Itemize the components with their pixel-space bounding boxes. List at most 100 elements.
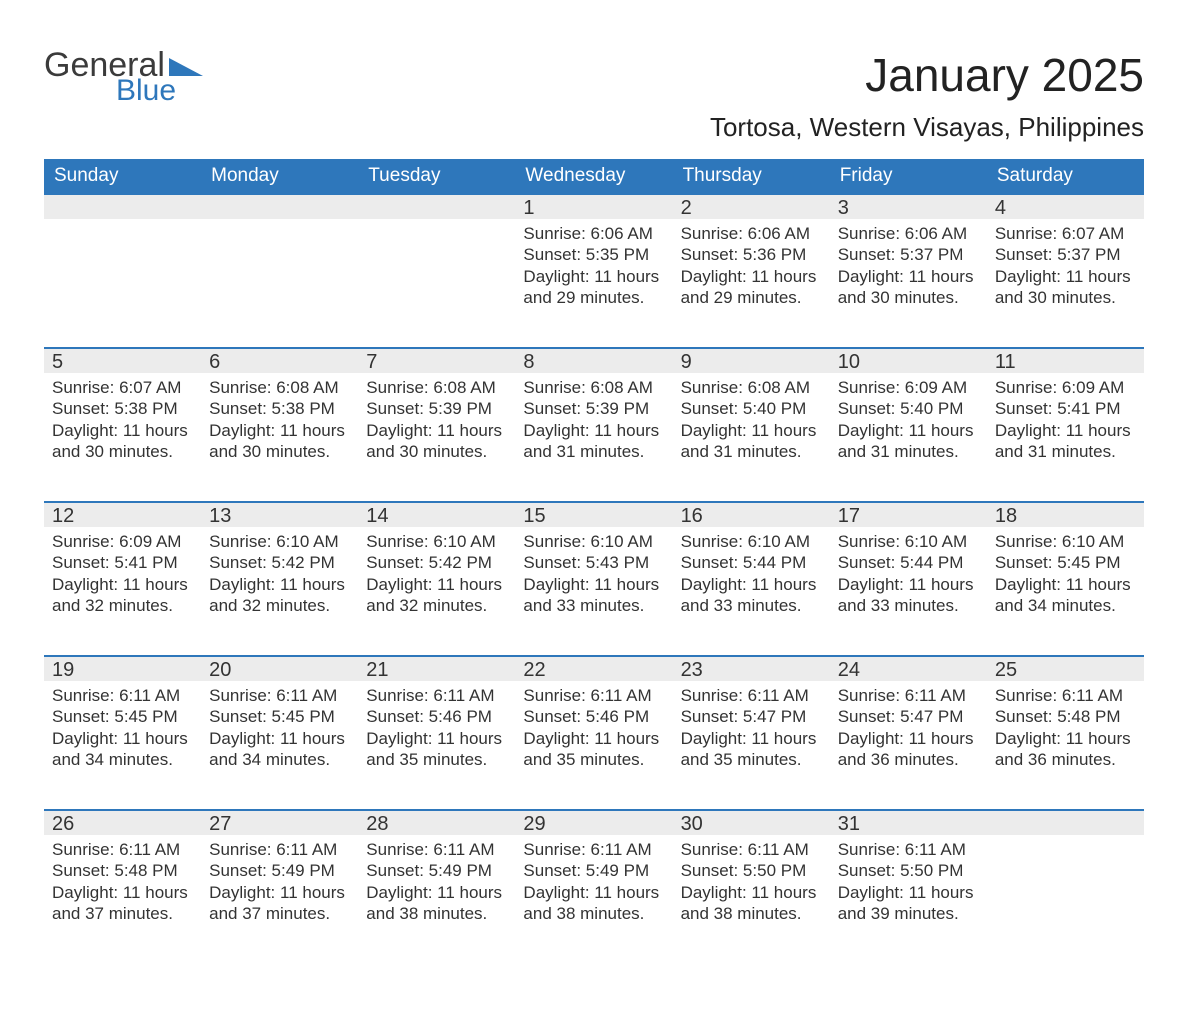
sunset-line: Sunset: 5:36 PM (681, 244, 822, 265)
calendar-body: 1234Sunrise: 6:06 AMSunset: 5:35 PMDayli… (44, 193, 1144, 963)
daylight-line: Daylight: 11 hours and 32 minutes. (209, 574, 350, 617)
location-subtitle: Tortosa, Western Visayas, Philippines (710, 112, 1144, 143)
weekday-header: Tuesday (358, 159, 515, 193)
day-number-cell: 30 (673, 809, 830, 835)
sunset-line: Sunset: 5:35 PM (523, 244, 664, 265)
day-number-cell: 23 (673, 655, 830, 681)
sunrise-line: Sunrise: 6:11 AM (366, 839, 507, 860)
page-title: January 2025 (710, 48, 1144, 102)
sunset-line: Sunset: 5:45 PM (209, 706, 350, 727)
sunset-line: Sunset: 5:48 PM (52, 860, 193, 881)
daylight-line: Daylight: 11 hours and 33 minutes. (681, 574, 822, 617)
day-cell: Sunrise: 6:10 AMSunset: 5:44 PMDaylight:… (673, 527, 830, 655)
day-cell: Sunrise: 6:11 AMSunset: 5:48 PMDaylight:… (987, 681, 1144, 809)
daylight-line: Daylight: 11 hours and 32 minutes. (52, 574, 193, 617)
sunset-line: Sunset: 5:50 PM (838, 860, 979, 881)
day-number-cell: 1 (515, 193, 672, 219)
day-number-cell (987, 809, 1144, 835)
sunrise-line: Sunrise: 6:08 AM (523, 377, 664, 398)
daylight-line: Daylight: 11 hours and 34 minutes. (52, 728, 193, 771)
daylight-line: Daylight: 11 hours and 32 minutes. (366, 574, 507, 617)
sunset-line: Sunset: 5:44 PM (838, 552, 979, 573)
day-number-cell: 22 (515, 655, 672, 681)
day-number-cell: 14 (358, 501, 515, 527)
daylight-line: Daylight: 11 hours and 30 minutes. (995, 266, 1136, 309)
sunrise-line: Sunrise: 6:06 AM (681, 223, 822, 244)
day-cell: Sunrise: 6:06 AMSunset: 5:35 PMDaylight:… (515, 219, 672, 347)
day-cell: Sunrise: 6:10 AMSunset: 5:42 PMDaylight:… (358, 527, 515, 655)
sunset-line: Sunset: 5:41 PM (995, 398, 1136, 419)
daylight-line: Daylight: 11 hours and 29 minutes. (681, 266, 822, 309)
daylight-line: Daylight: 11 hours and 35 minutes. (366, 728, 507, 771)
daylight-line: Daylight: 11 hours and 33 minutes. (838, 574, 979, 617)
day-cell (201, 219, 358, 347)
weekday-header: Wednesday (515, 159, 672, 193)
day-number-cell: 12 (44, 501, 201, 527)
sunset-line: Sunset: 5:42 PM (366, 552, 507, 573)
weekday-header: Friday (830, 159, 987, 193)
sunset-line: Sunset: 5:41 PM (52, 552, 193, 573)
sunset-line: Sunset: 5:47 PM (838, 706, 979, 727)
daylight-line: Daylight: 11 hours and 30 minutes. (366, 420, 507, 463)
sunrise-line: Sunrise: 6:11 AM (995, 685, 1136, 706)
sunrise-line: Sunrise: 6:08 AM (366, 377, 507, 398)
daylight-line: Daylight: 11 hours and 34 minutes. (209, 728, 350, 771)
day-cell: Sunrise: 6:11 AMSunset: 5:46 PMDaylight:… (358, 681, 515, 809)
sunrise-line: Sunrise: 6:10 AM (995, 531, 1136, 552)
daylight-line: Daylight: 11 hours and 36 minutes. (995, 728, 1136, 771)
day-number-cell: 2 (673, 193, 830, 219)
day-number-cell: 29 (515, 809, 672, 835)
day-cell: Sunrise: 6:07 AMSunset: 5:38 PMDaylight:… (44, 373, 201, 501)
day-cell: Sunrise: 6:11 AMSunset: 5:47 PMDaylight:… (673, 681, 830, 809)
sunrise-line: Sunrise: 6:09 AM (995, 377, 1136, 398)
sunset-line: Sunset: 5:37 PM (838, 244, 979, 265)
sunrise-line: Sunrise: 6:10 AM (366, 531, 507, 552)
day-number-cell: 13 (201, 501, 358, 527)
sunset-line: Sunset: 5:43 PM (523, 552, 664, 573)
sunset-line: Sunset: 5:38 PM (209, 398, 350, 419)
day-cell: Sunrise: 6:11 AMSunset: 5:45 PMDaylight:… (201, 681, 358, 809)
logo-text-blue: Blue (116, 76, 203, 106)
sunrise-line: Sunrise: 6:10 AM (523, 531, 664, 552)
day-cell: Sunrise: 6:10 AMSunset: 5:45 PMDaylight:… (987, 527, 1144, 655)
daylight-line: Daylight: 11 hours and 35 minutes. (523, 728, 664, 771)
sunrise-line: Sunrise: 6:10 AM (209, 531, 350, 552)
title-block: January 2025 Tortosa, Western Visayas, P… (710, 48, 1144, 143)
sunset-line: Sunset: 5:42 PM (209, 552, 350, 573)
daylight-line: Daylight: 11 hours and 30 minutes. (52, 420, 193, 463)
day-cell: Sunrise: 6:11 AMSunset: 5:50 PMDaylight:… (830, 835, 987, 963)
day-number-cell: 31 (830, 809, 987, 835)
sunrise-line: Sunrise: 6:08 AM (209, 377, 350, 398)
day-cell: Sunrise: 6:08 AMSunset: 5:38 PMDaylight:… (201, 373, 358, 501)
day-number-cell (358, 193, 515, 219)
day-cell: Sunrise: 6:11 AMSunset: 5:47 PMDaylight:… (830, 681, 987, 809)
day-cell: Sunrise: 6:10 AMSunset: 5:44 PMDaylight:… (830, 527, 987, 655)
day-cell (987, 835, 1144, 963)
day-number-cell (201, 193, 358, 219)
day-number-cell: 4 (987, 193, 1144, 219)
weekday-header: Sunday (44, 159, 201, 193)
day-number-cell: 15 (515, 501, 672, 527)
sunrise-line: Sunrise: 6:11 AM (209, 685, 350, 706)
day-cell: Sunrise: 6:11 AMSunset: 5:50 PMDaylight:… (673, 835, 830, 963)
day-cell: Sunrise: 6:10 AMSunset: 5:43 PMDaylight:… (515, 527, 672, 655)
sunrise-line: Sunrise: 6:11 AM (838, 685, 979, 706)
day-number-cell: 27 (201, 809, 358, 835)
daylight-line: Daylight: 11 hours and 36 minutes. (838, 728, 979, 771)
sunrise-line: Sunrise: 6:11 AM (681, 685, 822, 706)
day-number-cell: 24 (830, 655, 987, 681)
day-number-cell: 18 (987, 501, 1144, 527)
day-number-cell: 11 (987, 347, 1144, 373)
day-number-cell: 17 (830, 501, 987, 527)
daylight-line: Daylight: 11 hours and 35 minutes. (681, 728, 822, 771)
sunrise-line: Sunrise: 6:07 AM (52, 377, 193, 398)
day-number-cell: 20 (201, 655, 358, 681)
day-number-cell (44, 193, 201, 219)
sunset-line: Sunset: 5:39 PM (523, 398, 664, 419)
day-cell: Sunrise: 6:09 AMSunset: 5:41 PMDaylight:… (44, 527, 201, 655)
day-number-cell: 5 (44, 347, 201, 373)
sunrise-line: Sunrise: 6:11 AM (523, 685, 664, 706)
day-number-cell: 26 (44, 809, 201, 835)
sunset-line: Sunset: 5:46 PM (366, 706, 507, 727)
day-number-cell: 25 (987, 655, 1144, 681)
